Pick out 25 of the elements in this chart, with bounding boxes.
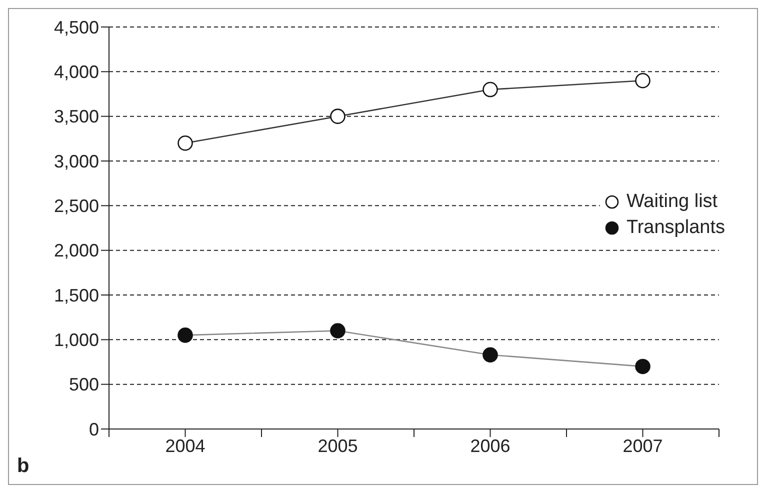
y-tick-label: 3,500 [54, 106, 99, 127]
y-tick-label: 4,000 [54, 62, 99, 82]
point [330, 323, 346, 338]
point [482, 347, 498, 363]
x-tick-label: 2007 [622, 436, 663, 456]
point [330, 108, 346, 124]
y-tick-label: 3,000 [54, 151, 99, 172]
point [635, 72, 650, 88]
point [178, 135, 193, 151]
text: b [17, 455, 30, 478]
y-tick-label: 2,000 [54, 240, 99, 261]
point [178, 328, 193, 343]
y-tick-label: 500 [68, 374, 99, 395]
legend-label: Transplants [626, 216, 725, 240]
y-tick-label: 1,500 [54, 285, 99, 306]
y-tick-label: 2,500 [54, 196, 99, 216]
y-tick-label: 1,000 [54, 330, 99, 350]
point [482, 82, 498, 98]
x-tick-label: 2004 [165, 436, 206, 456]
y-tick-label: 4,500 [54, 17, 99, 38]
legend-label: Waiting list [626, 190, 718, 214]
point [635, 358, 650, 374]
x-tick-label: 2005 [318, 436, 358, 456]
x-tick-label: 2006 [470, 436, 510, 456]
y-tick-label: 0 [88, 419, 99, 440]
